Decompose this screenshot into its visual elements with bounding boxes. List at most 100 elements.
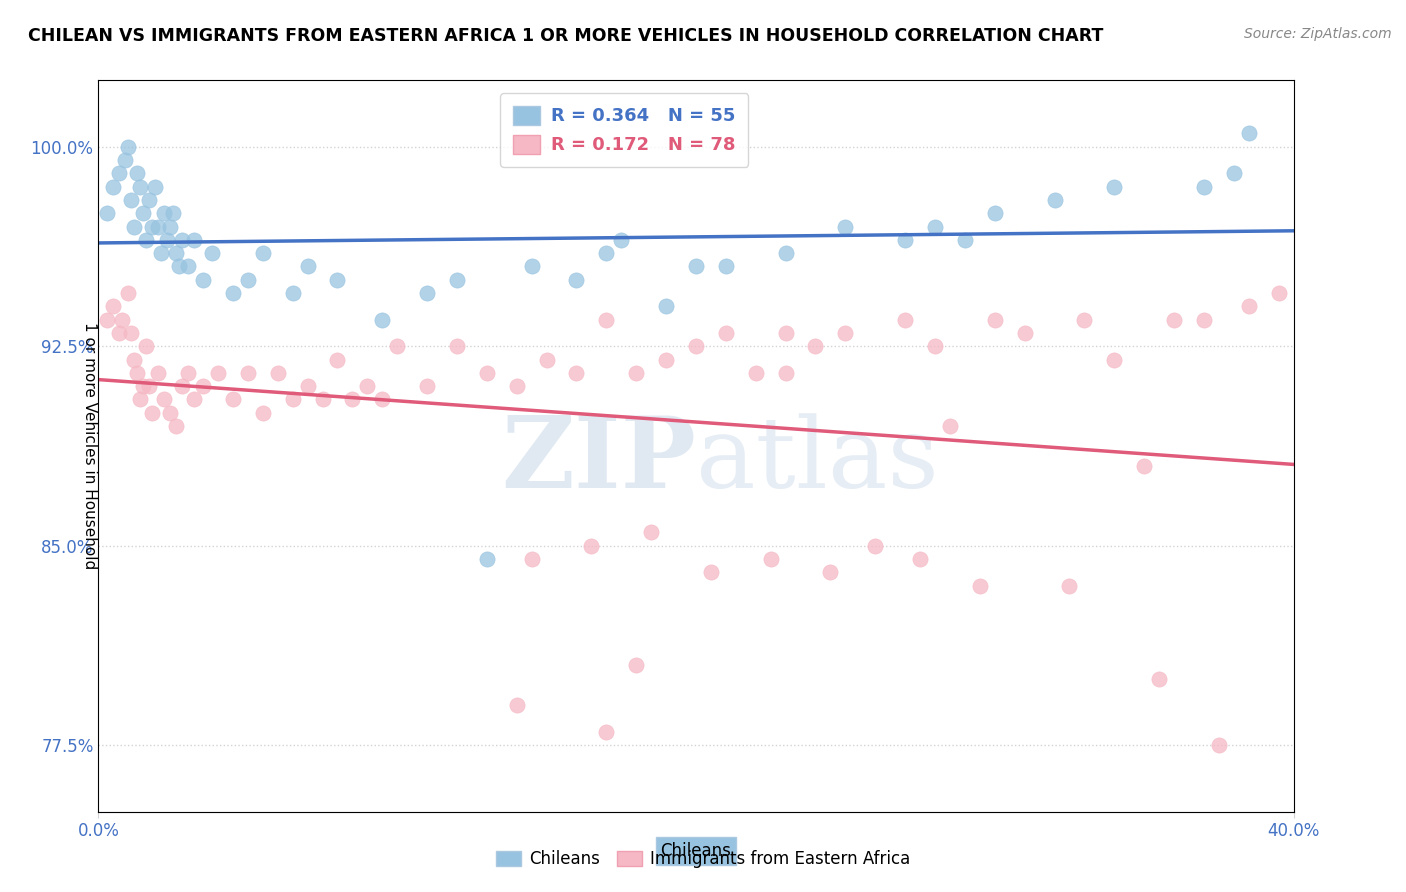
Point — [626, 366, 648, 380]
Text: Chileans: Chileans — [661, 842, 731, 860]
Point — [356, 379, 378, 393]
Point — [685, 339, 707, 353]
Point — [132, 379, 155, 393]
Point — [135, 233, 157, 247]
Point — [820, 566, 842, 580]
Legend: R = 0.364   N = 55, R = 0.172   N = 78: R = 0.364 N = 55, R = 0.172 N = 78 — [501, 93, 748, 167]
Point — [581, 539, 603, 553]
Point — [385, 339, 409, 353]
Y-axis label: 1 or more Vehicles in Household: 1 or more Vehicles in Household — [82, 322, 97, 570]
Point — [908, 552, 931, 566]
Point — [655, 299, 678, 313]
Point — [132, 206, 155, 220]
Text: Source: ZipAtlas.com: Source: ZipAtlas.com — [1244, 27, 1392, 41]
Point — [1104, 352, 1126, 367]
Point — [894, 312, 917, 326]
Point — [655, 352, 678, 367]
Point — [1192, 312, 1215, 326]
Point — [714, 326, 737, 340]
Point — [610, 233, 633, 247]
Point — [114, 153, 136, 167]
Point — [595, 246, 617, 260]
Point — [416, 286, 439, 301]
Point — [685, 260, 707, 274]
Point — [108, 326, 131, 340]
Point — [127, 366, 149, 380]
Point — [252, 246, 274, 260]
Point — [267, 366, 290, 380]
Point — [745, 366, 768, 380]
Point — [640, 525, 662, 540]
Point — [939, 419, 962, 434]
Point — [252, 406, 274, 420]
Point — [141, 219, 163, 234]
Point — [506, 698, 529, 713]
Point — [124, 219, 146, 234]
Point — [506, 379, 529, 393]
Point — [984, 206, 1007, 220]
Point — [127, 166, 149, 180]
Point — [1133, 458, 1156, 473]
Point — [148, 366, 170, 380]
Point — [153, 206, 176, 220]
Legend: Chileans, Immigrants from Eastern Africa: Chileans, Immigrants from Eastern Africa — [489, 844, 917, 875]
Text: CHILEAN VS IMMIGRANTS FROM EASTERN AFRICA 1 OR MORE VEHICLES IN HOUSEHOLD CORREL: CHILEAN VS IMMIGRANTS FROM EASTERN AFRIC… — [28, 27, 1104, 45]
Point — [969, 579, 991, 593]
Point — [281, 286, 304, 301]
Point — [135, 339, 157, 353]
Point — [165, 419, 187, 434]
Point — [177, 366, 200, 380]
Point — [120, 193, 142, 207]
Point — [120, 326, 142, 340]
Point — [834, 219, 856, 234]
Point — [311, 392, 333, 407]
Point — [326, 352, 349, 367]
Point — [207, 366, 229, 380]
Point — [1267, 286, 1289, 301]
Point — [297, 379, 319, 393]
Point — [446, 339, 468, 353]
Point — [159, 219, 181, 234]
Point — [183, 392, 205, 407]
Point — [143, 179, 166, 194]
Point — [953, 233, 976, 247]
Point — [236, 366, 259, 380]
Point — [595, 725, 617, 739]
Point — [162, 206, 184, 220]
Point — [565, 366, 588, 380]
Point — [371, 312, 394, 326]
Point — [326, 273, 349, 287]
Point — [475, 366, 498, 380]
Point — [1208, 738, 1230, 752]
Point — [153, 392, 176, 407]
Point — [834, 326, 856, 340]
Point — [416, 379, 439, 393]
Point — [1237, 127, 1260, 141]
Point — [281, 392, 304, 407]
Point — [1059, 579, 1081, 593]
Point — [96, 206, 118, 220]
Point — [111, 312, 134, 326]
Point — [595, 312, 617, 326]
Point — [236, 273, 259, 287]
Point — [565, 273, 588, 287]
Point — [117, 286, 139, 301]
Point — [1163, 312, 1185, 326]
Point — [148, 219, 170, 234]
Point — [177, 260, 200, 274]
Point — [475, 552, 498, 566]
Point — [714, 260, 737, 274]
Point — [865, 539, 887, 553]
Point — [222, 286, 245, 301]
Point — [804, 339, 827, 353]
Point — [141, 406, 163, 420]
Point — [191, 379, 214, 393]
Point — [222, 392, 245, 407]
Point — [150, 246, 173, 260]
Point — [191, 273, 214, 287]
Point — [984, 312, 1007, 326]
Point — [156, 233, 179, 247]
Point — [172, 379, 194, 393]
Point — [1014, 326, 1036, 340]
Point — [297, 260, 319, 274]
